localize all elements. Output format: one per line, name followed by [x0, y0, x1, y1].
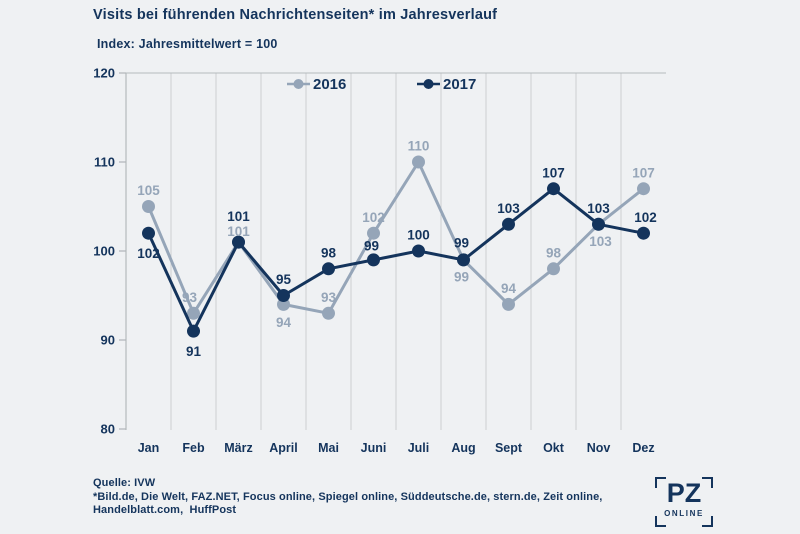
month-label-Juli: Juli: [408, 441, 430, 455]
month-label-Nov: Nov: [587, 441, 611, 455]
value-label-2017-Dez: 102: [634, 210, 657, 225]
series-line-2017: [147, 187, 645, 333]
logo-corner-top-right-icon: [702, 477, 713, 488]
value-label-2016-April: 94: [276, 315, 292, 330]
legend-marker-2016-icon: [293, 79, 304, 89]
data-point-2017-März: [232, 235, 245, 249]
month-label-Sept: Sept: [495, 441, 523, 455]
value-label-2016-Aug: 99: [454, 270, 469, 285]
value-label-2016-Jan: 105: [137, 183, 160, 198]
logo-corner-top-left-icon: [655, 477, 666, 488]
data-point-2016-Feb: [187, 306, 200, 320]
value-labels-2017: 102 91 101 95 98 99 100 99 103 107 103 102: [137, 165, 657, 358]
month-label-Juni: Juni: [361, 441, 387, 455]
legend: 2016 2017: [287, 76, 476, 93]
value-label-2016-Mai: 93: [321, 290, 337, 305]
legend-item-2017: 2017: [417, 76, 476, 93]
series-2017: [142, 182, 650, 338]
data-point-2017-Feb: [187, 324, 200, 338]
value-label-2017-Jan: 102: [137, 246, 160, 261]
logo-corner-bottom-right-icon: [702, 516, 713, 527]
value-label-2017-März: 101: [227, 209, 250, 224]
data-point-2016-Okt: [547, 262, 560, 276]
data-point-2017-Dez: [637, 226, 650, 240]
value-label-2017-Juli: 100: [407, 228, 430, 243]
data-point-2017-Okt: [547, 182, 560, 196]
value-label-2017-April: 95: [276, 272, 292, 287]
data-point-2017-Sept: [502, 217, 515, 231]
month-label-April: April: [269, 441, 297, 455]
data-point-2016-Sept: [502, 297, 515, 311]
data-point-2017-Aug: [457, 253, 470, 267]
gridlines: [125, 72, 666, 430]
logo-main-text: PZ: [666, 478, 702, 508]
y-axis-labels: 120 110 100 90 80: [93, 66, 126, 437]
value-label-2016-Juli: 110: [408, 139, 430, 154]
data-point-2017-Nov: [592, 217, 605, 231]
y-tick-label-100: 100: [93, 244, 115, 259]
y-tick-label-110: 110: [94, 155, 115, 170]
value-label-2016-März: 101: [227, 224, 250, 239]
month-label-Feb: Feb: [182, 441, 205, 455]
value-label-2017-Nov: 103: [587, 201, 610, 216]
month-label-Dez: Dez: [632, 441, 654, 455]
chart-footer: Quelle: IVW *Bild.de, Die Welt, FAZ.NET, …: [93, 477, 602, 518]
x-axis-labels: Jan Feb März April Mai Juni Juli Aug Sept Okt Nov D…: [138, 441, 655, 455]
value-label-2016-Dez: 107: [632, 165, 655, 180]
legend-label-2017: 2017: [443, 76, 476, 93]
y-tick-label-120: 120: [93, 66, 115, 81]
value-labels-2016: 105 93 101 94 93 102 110 99 94 98 103 107: [137, 139, 655, 330]
legend-label-2016: 2016: [313, 76, 346, 93]
month-label-Aug: Aug: [451, 441, 475, 455]
y-tick-label-90: 90: [101, 333, 115, 348]
data-point-2016-Dez: [637, 182, 650, 196]
value-label-2017-Sept: 103: [497, 201, 520, 216]
month-label-Okt: Okt: [543, 441, 565, 455]
value-label-2017-Juni: 99: [364, 239, 379, 254]
data-point-2017-Mai: [322, 262, 335, 276]
month-label-Jan: Jan: [138, 441, 160, 455]
data-point-2017-Jan: [142, 226, 155, 240]
value-label-2016-Sept: 94: [501, 281, 517, 296]
value-label-2016-Juni: 102: [362, 210, 385, 225]
month-label-März: März: [224, 441, 252, 455]
value-label-2017-Aug: 99: [454, 236, 469, 251]
chart-title: Visits bei führenden Nachrichtenseiten* …: [93, 7, 498, 23]
legend-marker-2017-icon: [423, 79, 434, 89]
chart-subtitle: Index: Jahresmittelwert = 100: [97, 37, 278, 51]
data-point-2016-April: [277, 297, 290, 311]
value-label-2017-Mai: 98: [321, 246, 337, 261]
logo-sub-text: ONLINE: [664, 509, 704, 518]
y-tick-label-80: 80: [101, 422, 115, 437]
data-point-2017-Juli: [412, 244, 425, 258]
data-point-2016-Juni: [367, 226, 380, 240]
footnote-line-1: *Bild.de, Die Welt, FAZ.NET, Focus onlin…: [93, 490, 603, 503]
data-point-2016-Juli: [412, 155, 425, 169]
data-point-2016-Jan: [142, 200, 155, 213]
data-point-2016-Mai: [322, 306, 335, 320]
data-point-2017-Juni: [367, 253, 380, 267]
data-point-2017-April: [277, 289, 290, 302]
value-label-2016-Okt: 98: [546, 246, 562, 261]
value-label-2017-Okt: 107: [542, 165, 565, 180]
month-label-Mai: Mai: [318, 441, 339, 455]
logo-corner-bottom-left-icon: [655, 516, 666, 527]
pz-online-logo: PZ ONLINE: [655, 477, 713, 527]
source-line: Quelle: IVW: [93, 477, 156, 489]
value-label-2016-Nov: 103: [589, 234, 612, 249]
footnote-line-2: Handelblatt.com, HuffPost: [93, 504, 237, 516]
legend-item-2016: 2016: [287, 76, 346, 93]
value-label-2016-Feb: 93: [182, 290, 198, 305]
value-label-2017-Feb: 91: [186, 344, 202, 359]
